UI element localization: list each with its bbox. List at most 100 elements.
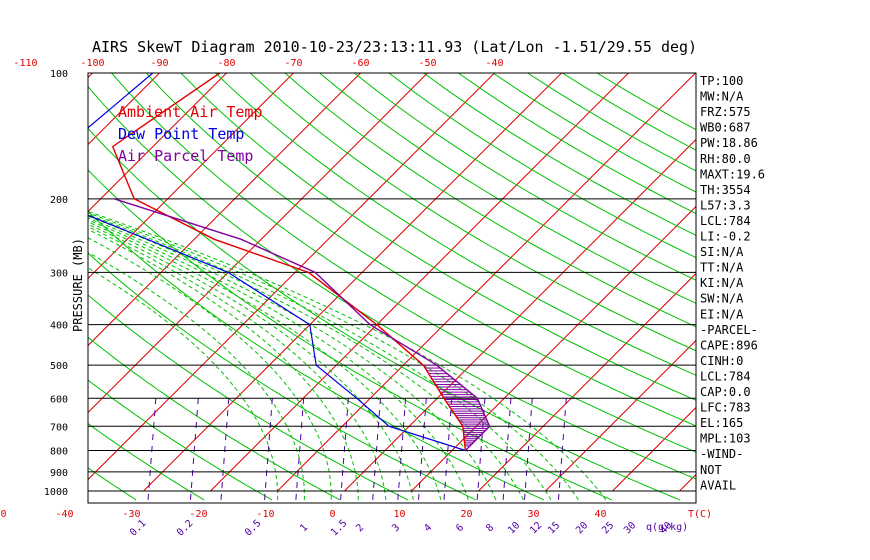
mixing-ratio-label: 6 [454, 522, 466, 534]
index-item: LI:-0.2 [700, 230, 751, 244]
isotherm-line [210, 73, 630, 492]
dry-adiabat-line [596, 73, 696, 131]
index-item: L57:3.3 [700, 198, 751, 212]
dry-adiabat-line [561, 73, 696, 151]
bottom-temp-tick-label: 0 [329, 509, 335, 520]
legend: Ambient Air Temp Dew Point Temp Air Parcel… [118, 103, 263, 165]
pressure-tick-label: 600 [50, 394, 68, 405]
bottom-temp-tick-label: 40 [594, 509, 606, 520]
dry-adiabat-line [145, 73, 696, 427]
top-temp-tick-label: -40 [485, 58, 503, 69]
top-temp-tick-label: -90 [150, 58, 168, 69]
mixing-ratio-label: 25 [600, 520, 616, 536]
mixing-ratio-line [295, 398, 305, 500]
dry-adiabat-line [88, 85, 696, 480]
pressure-tick-label: 500 [50, 361, 68, 372]
dry-adiabat-line [318, 73, 696, 304]
moist-adiabat-line [88, 212, 579, 501]
isotherm-line [88, 73, 295, 280]
dry-adiabat-line [388, 73, 696, 259]
bottom-temp-tick-label: -40 [55, 509, 73, 520]
index-item: KI:N/A [700, 276, 744, 290]
isotherm-line [88, 73, 429, 414]
mixing-ratio-label: 1 [298, 522, 310, 534]
mixing-ratio-line [220, 398, 230, 500]
index-item: FRZ:575 [700, 105, 751, 119]
index-item: EI:N/A [700, 307, 744, 321]
dry-adiabat-line [88, 169, 612, 501]
pressure-tick-label: 200 [50, 195, 68, 206]
dew-point-line [88, 73, 466, 452]
mixing-ratio-line [443, 398, 453, 500]
index-item: PW:18.86 [700, 136, 758, 150]
dry-adiabat-line [214, 73, 696, 376]
bottom-temp-tick-label: 30 [527, 509, 539, 520]
top-temp-tick-label: -70 [284, 58, 302, 69]
moist-adiabat-line [88, 217, 497, 501]
index-item: MW:N/A [700, 90, 744, 104]
index-item: TP:100 [700, 74, 743, 88]
isotherm-line [0, 0, 51, 491]
index-item: LCL:784 [700, 369, 751, 383]
mixing-ratio-line [418, 398, 427, 500]
pressure-tick-label: 900 [50, 468, 68, 479]
dry-adiabat-line [88, 379, 273, 501]
mixing-ratio-line [524, 398, 533, 500]
index-item: SI:N/A [700, 245, 744, 259]
isotherm-line [143, 73, 563, 492]
index-item: MPL:103 [700, 432, 751, 446]
mixing-ratio-line [189, 398, 199, 500]
mixing-ratio-label: 15 [546, 520, 562, 536]
mixing-ratio-label: 20 [574, 520, 590, 536]
dry-adiabat-line [88, 294, 409, 501]
mixing-ratio-label: 30 [622, 520, 638, 536]
top-temp-tick-label: -60 [351, 58, 369, 69]
dry-adiabat-line [88, 422, 205, 501]
y-axis-label: PRESSURE (MB) [71, 238, 85, 332]
axes: -120-110-100-90-80-70-60-50-40-50-40-30-… [0, 58, 712, 539]
dry-adiabat-line [284, 73, 696, 328]
index-item: CINH:0 [700, 354, 743, 368]
isotherm-line [344, 138, 696, 492]
mixing-ratio-line [77, 398, 85, 500]
index-item: EL:165 [700, 416, 743, 430]
legend-item: Ambient Air Temp [118, 103, 263, 121]
bottom-temp-tick-label: -50 [0, 509, 7, 520]
mixing-ratio-line [264, 398, 273, 500]
isotherm-line [814, 0, 870, 491]
mixing-ratio-label: 1.5 [329, 518, 350, 539]
index-item: TH:3554 [700, 183, 751, 197]
moist-adiabat-line [88, 215, 524, 501]
pressure-tick-label: 300 [50, 268, 68, 279]
moist-adiabat-line [88, 228, 359, 500]
legend-item: Dew Point Temp [118, 125, 244, 143]
moist-adiabat-line [88, 226, 387, 500]
background-grid [0, 0, 870, 501]
mixing-ratio-line [557, 398, 567, 500]
index-item: WB0:687 [700, 121, 751, 135]
top-temp-tick-label: -50 [418, 58, 436, 69]
isotherm-line [88, 73, 496, 481]
index-item: SW:N/A [700, 292, 744, 306]
profiles [88, 73, 491, 452]
bottom-temp-tick-label: 20 [460, 509, 472, 520]
mixing-ratio-label: 3 [390, 522, 402, 534]
dry-adiabat-line [422, 73, 696, 236]
mixing-ratio-line [147, 398, 157, 500]
mixing-ratio-line [372, 398, 381, 500]
index-item: LCL:784 [700, 214, 751, 228]
index-item: TT:N/A [700, 261, 744, 275]
moist-adiabat-line [88, 213, 552, 501]
index-item: CAPE:896 [700, 338, 758, 352]
index-item: AVAIL [700, 478, 736, 492]
index-item: MAXT:19.6 [700, 167, 765, 181]
moist-adiabat-line [88, 251, 305, 500]
dry-adiabat-line [353, 73, 696, 281]
mixing-ratio-label: 2 [354, 522, 366, 534]
bottom-temp-tick-label: 10 [393, 509, 405, 520]
top-temp-tick-label: -110 [13, 58, 37, 69]
pressure-tick-label: 100 [50, 69, 68, 80]
mixing-ratio-label: 8 [484, 522, 496, 534]
index-item: RH:80.0 [700, 152, 751, 166]
